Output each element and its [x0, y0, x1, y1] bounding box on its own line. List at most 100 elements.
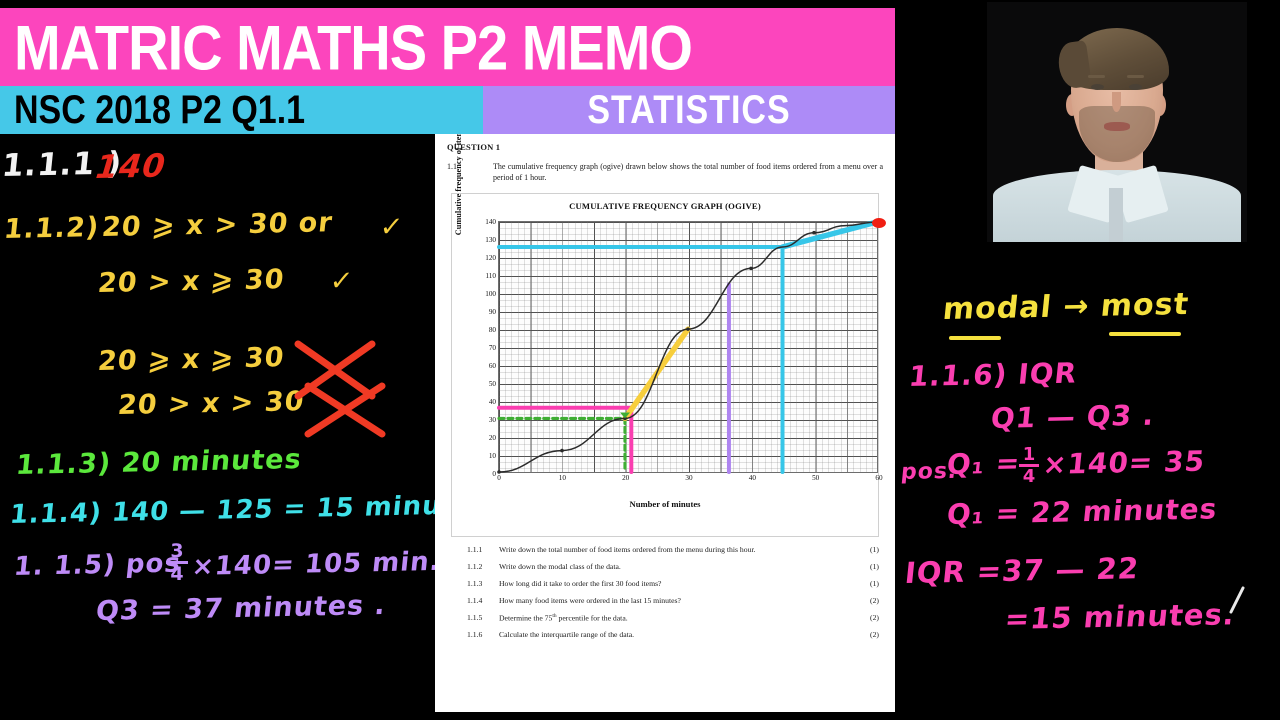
note-1-1-2-option-a: 20 ⩾ x > 30 or: [100, 207, 335, 244]
sub-question-row: 1.1.5 Determine the 75th percentile for t…: [451, 613, 879, 624]
note-1-1-4-answer: 1.1.4) 140 — 125 = 15 minutes: [8, 489, 438, 531]
presenter-mouth: [1104, 122, 1130, 131]
chart-x-tick: 10: [558, 473, 566, 482]
chart-y-tick: 10: [488, 451, 496, 460]
main-title-text: MATRIC MATHS P2 MEMO: [14, 11, 693, 83]
blue-tail-highlight: [779, 218, 880, 250]
sub-question-text: Write down the modal class of the data.: [499, 561, 621, 571]
sub-question-number: 1.1.3: [467, 578, 483, 588]
note-iqr-formula: Q1 — Q3 .: [989, 398, 1157, 436]
chart-y-tick: 70: [488, 343, 496, 352]
chart-x-tick: 40: [748, 473, 756, 482]
fraction-bar: [166, 561, 188, 564]
endpoint-marker: [872, 217, 886, 228]
ogive-data-point: [560, 448, 564, 452]
sub-question-row: 1.1.1 Write down the total number of food…: [451, 545, 879, 555]
note-1-1-2-tick-a: ✓: [378, 211, 406, 244]
chart-x-tick: 0: [497, 473, 501, 482]
sub-question-number: 1.1.2: [467, 561, 483, 571]
note-1-1-6-label: 1.1.6) IQR: [907, 356, 1079, 394]
chart-x-axis-label: Number of minutes: [629, 498, 701, 509]
chart-plot-wrapper: Cumulative frequency of items ordered fr…: [452, 134, 886, 511]
note-q1-fraction: 1 4: [1017, 446, 1041, 487]
note-iqr-answer: =15 minutes.: [1003, 597, 1237, 637]
chart-y-tick: 130: [485, 235, 496, 244]
sub-question-marks: (2): [870, 630, 879, 640]
chart-x-tick: 50: [812, 473, 820, 482]
note-1-1-5-calculation: ×140= 105 min.: [190, 546, 438, 583]
topic-label-text: STATISTICS: [587, 86, 791, 132]
ogive-curve: [498, 220, 878, 473]
note-1-1-5-label: 1. 1.5) pos: [12, 548, 183, 583]
iqr-answer-flourish: [1229, 586, 1245, 614]
chart-y-tick: 40: [488, 397, 496, 406]
sub-question-number: 1.1.1: [467, 544, 483, 554]
ogive-chart: CUMULATIVE FREQUENCY GRAPH (OGIVE) Cumul…: [451, 134, 886, 537]
ogive-data-point: [686, 326, 690, 331]
question-intro: 1.1 The cumulative frequency graph (ogiv…: [447, 162, 883, 184]
presenter-eye-right: [1129, 84, 1142, 90]
q1-fraction-bar: [1019, 464, 1039, 467]
chart-x-tick: 60: [875, 473, 883, 482]
sub-question-list: 1.1.1 Write down the total number of food…: [451, 545, 879, 641]
chart-y-tick: 90: [488, 307, 496, 316]
banner-main-title: MATRIC MATHS P2 MEMO: [0, 8, 895, 86]
right-handwriting-panel: modal → most 1.1.6) IQR Q1 — Q3 . pos. Q…: [895, 250, 1280, 720]
sub-question-marks: (2): [870, 595, 879, 605]
sub-question-text: Calculate the interquartile range of the…: [499, 630, 635, 640]
presenter-eyebrow-right: [1127, 75, 1144, 78]
chart-y-axis-label: Cumulative frequency of items ordered fr…: [454, 134, 463, 235]
banner-topic-label: STATISTICS: [483, 86, 895, 134]
sub-question-row: 1.1.4 How many food items were ordered in…: [451, 596, 879, 606]
sub-question-row: 1.1.3 How long did it take to order the f…: [451, 579, 879, 589]
chart-title: CUMULATIVE FREQUENCY GRAPH (OGIVE): [569, 200, 761, 211]
sub-question-marks: (1): [870, 561, 879, 571]
note-1-1-2-rejected-b: 20 > x > 30: [116, 386, 306, 422]
chart-x-tick: 20: [622, 473, 630, 482]
note-1-1-2-rejected-a: 20 ⩾ x ⩾ 30: [96, 342, 286, 378]
sub-question-row: 1.1.2 Write down the modal class of the d…: [451, 562, 879, 572]
note-1-1-2-tick-b: ✓: [328, 265, 356, 298]
sub-question-number: 1.1.4: [467, 595, 483, 605]
chart-y-tick: 50: [488, 379, 496, 388]
note-1-1-5-answer: Q3 = 37 minutes .: [94, 589, 388, 628]
note-q1-position-symbol: Q₁ =: [945, 446, 1022, 482]
banner-paper-label: NSC 2018 P2 Q1.1: [0, 86, 483, 134]
presenter-nose: [1112, 92, 1121, 112]
note-1-1-2-option-b: 20 > x ⩾ 30: [96, 264, 286, 300]
chart-y-tick: 110: [485, 271, 496, 280]
sub-question-text: How many food items were ordered in the …: [499, 595, 681, 605]
note-1-1-5-fraction: 3 4: [164, 540, 190, 585]
sub-question-marks: (1): [870, 544, 879, 554]
chart-y-tick: 100: [485, 289, 496, 298]
rejected-strikethrough-marks: [294, 340, 386, 438]
note-1-1-3-answer: 1.1.3) 20 minutes: [14, 443, 304, 482]
note-1-1-2-label: 1.1.2): [2, 211, 101, 246]
question-intro-text: The cumulative frequency graph (ogive) d…: [493, 162, 883, 182]
presenter-eye-left: [1091, 84, 1104, 90]
note-iqr-subtraction: IQR =37 — 22: [903, 551, 1141, 591]
shirt-placket: [1109, 188, 1123, 242]
fraction-denominator: 4: [170, 563, 184, 585]
fraction-numerator: 3: [170, 540, 184, 562]
q1-fraction-denominator: 4: [1022, 466, 1036, 487]
question-intro-number: 1.1: [447, 162, 457, 171]
right-column: modal → most 1.1.6) IQR Q1 — Q3 . pos. Q…: [895, 0, 1280, 720]
sub-question-text: How long did it take to order the first …: [499, 578, 662, 588]
chart-y-tick: 30: [488, 415, 496, 424]
ordinal-suffix: th: [552, 612, 557, 619]
paper-label-text: NSC 2018 P2 Q1.1: [14, 86, 306, 132]
ogive-data-point: [749, 266, 753, 270]
chart-y-tick: 140: [485, 217, 496, 226]
left-handwriting-panel: 1.1.1 ) 140 1.1.2) 20 ⩾ x > 30 or ✓ 20 >…: [0, 134, 438, 710]
green-arrow-head: [620, 412, 630, 419]
note-q1-answer: Q₁ = 22 minutes: [945, 492, 1220, 532]
exam-paper-document: QUESTION 1 1.1 The cumulative frequency …: [435, 134, 895, 712]
modal-underline-marks: [949, 332, 1181, 340]
question-heading: QUESTION 1: [447, 142, 501, 152]
chart-plot-area: 0 10 20 30 40 50 60 70 80 90 100 110 120 130 140 0 10 20 3…: [485, 218, 886, 482]
sub-question-number: 1.1.5: [467, 612, 483, 622]
sub-question-marks: (2): [870, 613, 879, 623]
sub-question-row: 1.1.6 Calculate the interquartile range o…: [451, 630, 879, 640]
ogive-data-point: [812, 230, 816, 235]
